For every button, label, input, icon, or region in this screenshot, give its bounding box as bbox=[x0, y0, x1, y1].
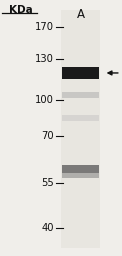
Bar bbox=[61, 10, 100, 248]
Text: 100: 100 bbox=[35, 95, 54, 105]
Bar bbox=[62, 67, 99, 79]
FancyArrowPatch shape bbox=[108, 71, 118, 75]
Text: 40: 40 bbox=[41, 223, 54, 233]
Bar bbox=[62, 91, 99, 98]
Text: 130: 130 bbox=[35, 54, 54, 64]
Bar bbox=[62, 173, 99, 178]
Bar bbox=[62, 115, 99, 121]
Text: 55: 55 bbox=[41, 178, 54, 188]
Bar bbox=[62, 165, 99, 173]
Text: KDa: KDa bbox=[9, 5, 33, 15]
Text: A: A bbox=[76, 8, 85, 21]
Text: 170: 170 bbox=[35, 22, 54, 32]
Text: 70: 70 bbox=[41, 131, 54, 141]
